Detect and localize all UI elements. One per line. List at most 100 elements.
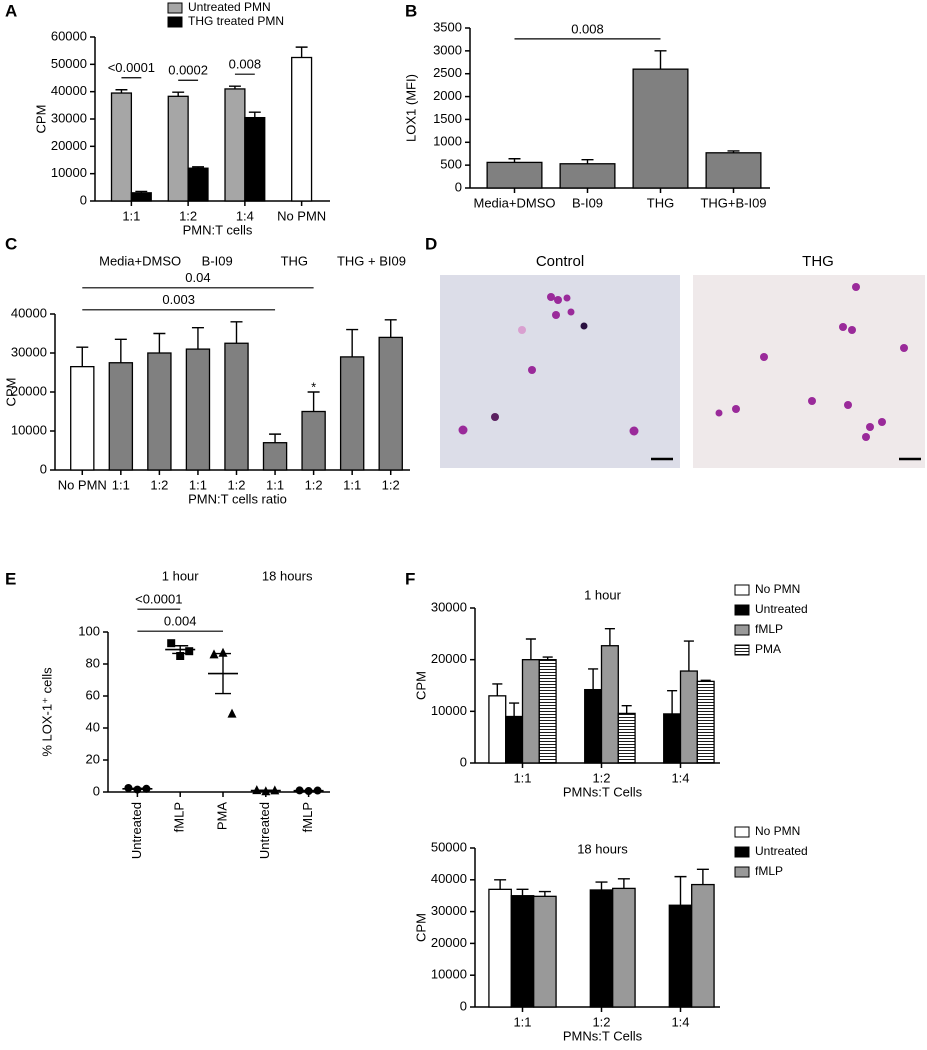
y-tick-label: 0	[93, 783, 100, 798]
x-tick-label: 1:1	[513, 1014, 531, 1029]
x-axis-label: PMN:T cells	[183, 222, 253, 237]
x-tick-label: B-I09	[572, 195, 603, 210]
point	[209, 649, 219, 659]
x-tick-label: 1:4	[671, 770, 689, 785]
legend-swatch	[167, 16, 183, 28]
y-tick-label: 30000	[11, 344, 47, 359]
sem-bar	[172, 645, 189, 655]
micrographs: D Control THG	[425, 234, 925, 468]
error-bar	[307, 391, 320, 412]
legend-label: No PMN	[755, 824, 800, 838]
bar	[224, 342, 249, 471]
y-tick-label: 1000	[433, 134, 462, 149]
error-bar	[683, 640, 694, 672]
y-axis-label: % LOX-1⁺ cells	[39, 667, 54, 757]
x-tick-label: 1:2	[150, 477, 168, 492]
y-tick-label: 80	[86, 655, 100, 670]
p-value: 0.003	[162, 292, 195, 307]
x-tick-label: No PMN	[277, 208, 326, 223]
x-tick-label: Untreated	[257, 802, 272, 859]
bar	[262, 442, 288, 471]
error-bar	[509, 702, 520, 717]
y-axis-label: CPM	[413, 671, 428, 700]
error-bar	[230, 321, 243, 344]
bar	[486, 161, 543, 189]
x-tick-label: 1:4	[671, 1014, 689, 1029]
error-bar	[492, 683, 503, 696]
image-title: THG	[802, 253, 834, 270]
bar	[510, 895, 535, 1008]
bar	[663, 713, 682, 764]
p-value: 0.004	[164, 614, 197, 629]
y-tick-label: 30000	[51, 110, 87, 125]
x-tick-label: 1:4	[236, 208, 254, 223]
bar	[185, 348, 211, 471]
error-bar	[696, 868, 709, 885]
x-tick-label: 1:2	[382, 477, 400, 492]
y-tick-label: 20000	[431, 651, 467, 666]
bar	[521, 659, 540, 764]
error-bar	[667, 689, 678, 714]
x-tick-label: Untreated	[129, 802, 144, 859]
error-bar	[525, 638, 536, 660]
legend-swatch	[734, 604, 750, 616]
bar	[291, 56, 313, 202]
legend-label: THG treated PMN	[188, 14, 284, 28]
bar	[108, 362, 134, 471]
bar	[244, 116, 266, 202]
error-bar	[674, 875, 687, 906]
x-tick-label: 1:2	[305, 477, 323, 492]
bar	[668, 904, 693, 1008]
bar	[187, 167, 209, 202]
legend-label: fMLP	[755, 622, 783, 636]
y-tick-label: 20000	[11, 383, 47, 398]
panel-letter: A	[5, 1, 17, 20]
error-bar	[295, 46, 308, 58]
legend-swatch	[167, 2, 183, 14]
p-value: 0.008	[571, 21, 604, 36]
error-bar	[538, 890, 551, 897]
y-tick-label: 3000	[433, 42, 462, 57]
p-value: 0.04	[185, 270, 210, 285]
error-bar	[346, 328, 359, 357]
bar	[167, 95, 189, 202]
error-bar	[588, 668, 599, 690]
bar	[301, 410, 326, 471]
legend-swatch	[734, 624, 750, 636]
legend-label: fMLP	[755, 864, 783, 878]
y-tick-label: 20000	[51, 138, 87, 153]
error-bar	[617, 878, 630, 889]
point	[227, 708, 237, 718]
y-tick-label: 60	[86, 687, 100, 702]
bar	[559, 163, 616, 189]
y-tick-label: 2500	[433, 65, 462, 80]
y-tick-label: 10000	[431, 967, 467, 982]
error-bar	[494, 879, 507, 890]
y-tick-label: 0	[455, 179, 462, 194]
bar	[70, 365, 95, 471]
legend-swatch	[734, 826, 750, 838]
legend-label: No PMN	[755, 582, 800, 596]
legend-swatch	[734, 866, 750, 878]
bar	[147, 352, 172, 471]
x-axis-label: PMNs:T Cells	[563, 1028, 643, 1043]
bar	[339, 356, 365, 471]
y-tick-label: 40000	[11, 305, 47, 320]
error-bar	[76, 346, 89, 367]
p-value: <0.0001	[108, 60, 155, 75]
bar	[617, 712, 636, 764]
x-tick-label: 1:1	[189, 477, 207, 492]
panel-letter: D	[425, 234, 437, 253]
legend-label: Untreated	[755, 602, 808, 616]
y-tick-label: 1500	[433, 111, 462, 126]
x-axis-label: PMN:T cells ratio	[188, 491, 287, 506]
x-tick-label: 1:1	[266, 477, 284, 492]
x-tick-label: 1:2	[227, 477, 245, 492]
image-title: Control	[536, 253, 584, 270]
y-tick-label: 20	[86, 751, 100, 766]
x-tick-label: Media+DMSO	[474, 195, 556, 210]
y-axis-label: CPM	[413, 913, 428, 942]
error-bar	[191, 326, 204, 350]
x-tick-label: THG+B-I09	[700, 195, 766, 210]
group-label: Media+DMSO	[99, 253, 181, 268]
